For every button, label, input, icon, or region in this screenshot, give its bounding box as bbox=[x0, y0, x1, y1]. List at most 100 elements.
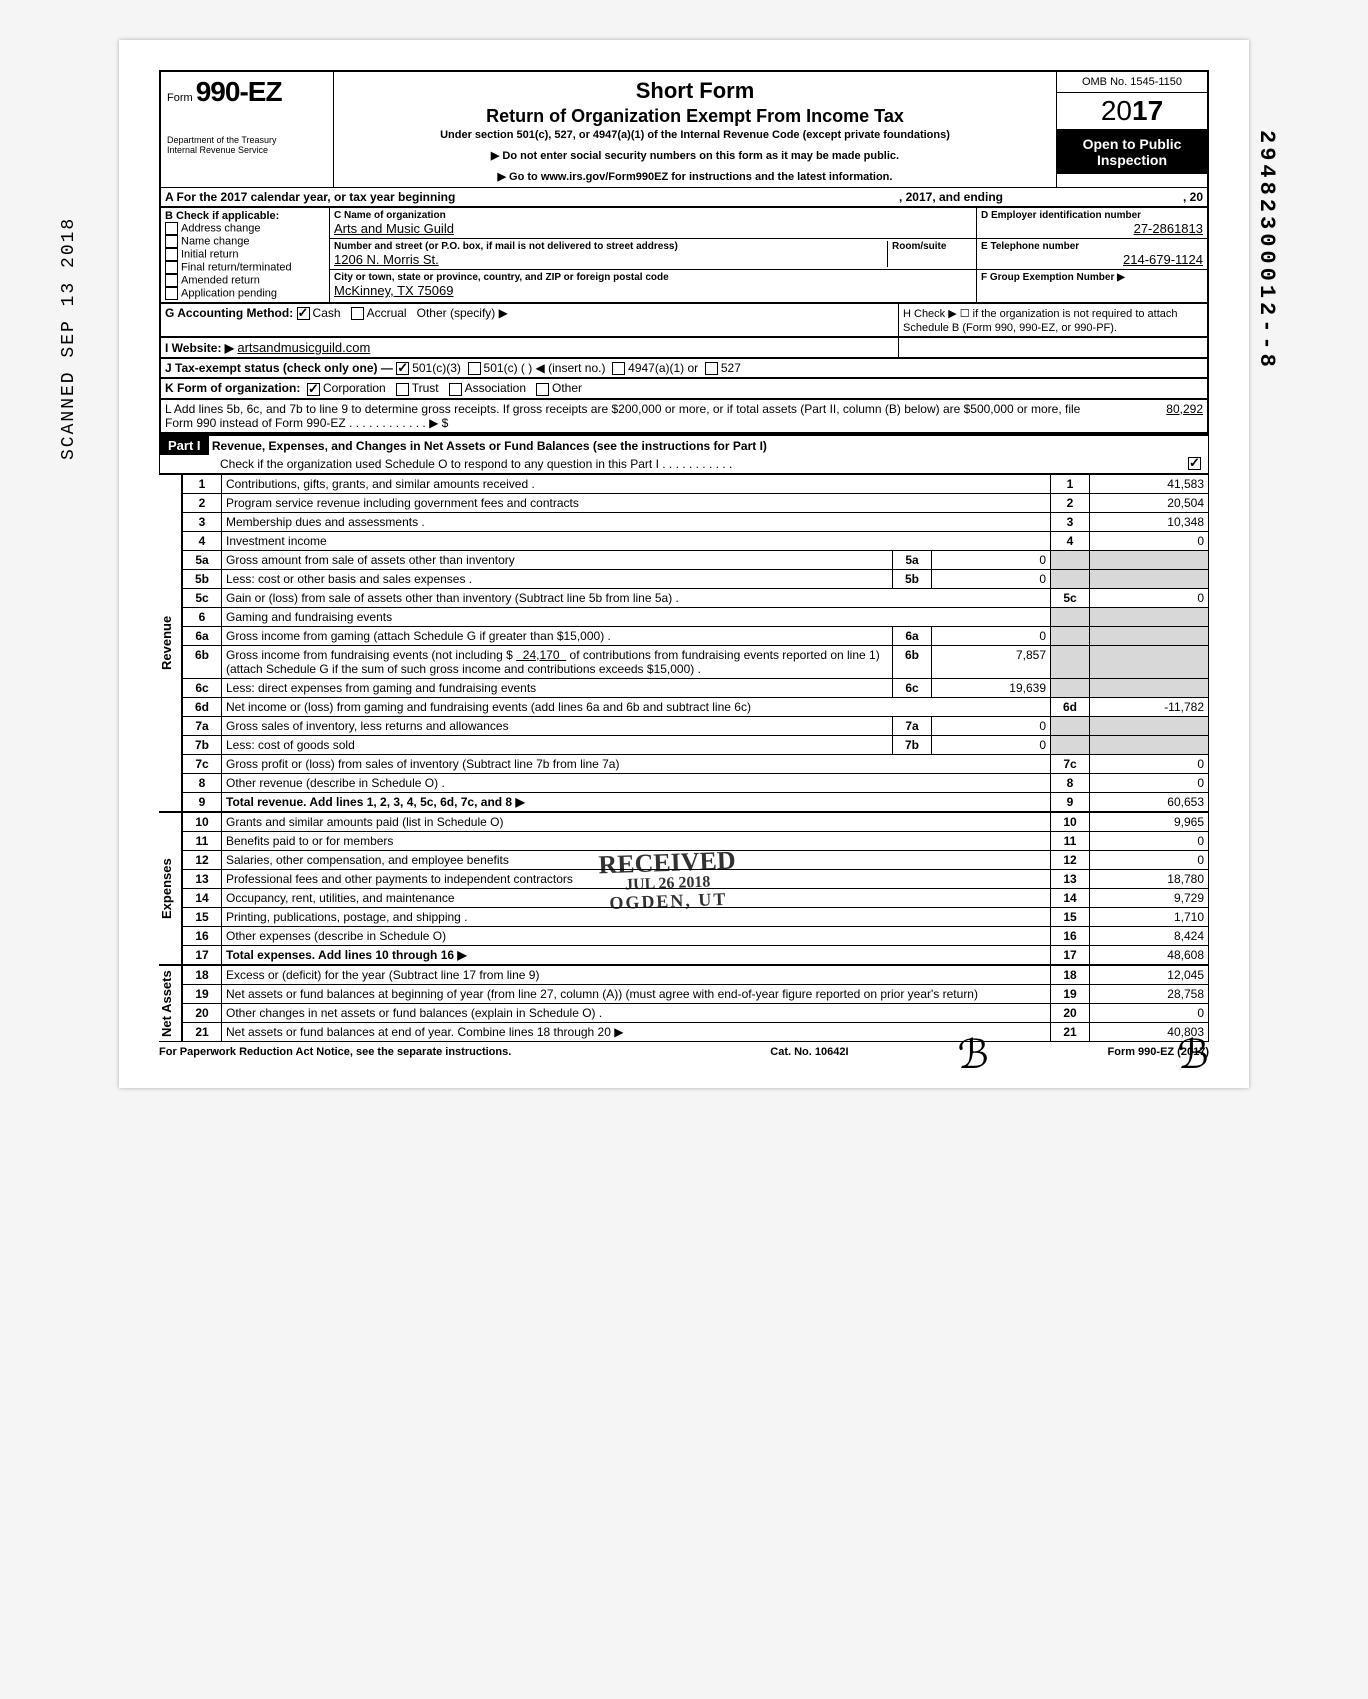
k-corp-checkbox[interactable] bbox=[307, 383, 320, 396]
line-num: 8 bbox=[183, 773, 222, 792]
line-desc: Benefits paid to or for members bbox=[222, 831, 1051, 850]
line-desc: Other revenue (describe in Schedule O) . bbox=[222, 773, 1051, 792]
line-num: 4 bbox=[183, 531, 222, 550]
right-num: 10 bbox=[1051, 812, 1090, 831]
org-name: Arts and Music Guild bbox=[334, 221, 454, 236]
city-label: City or town, state or province, country… bbox=[334, 272, 972, 283]
expenses-side-label: Expenses bbox=[159, 812, 182, 965]
j-501c3-checkbox[interactable] bbox=[396, 362, 409, 375]
line-desc: Net assets or fund balances at beginning… bbox=[222, 984, 1051, 1003]
b-checkbox[interactable] bbox=[165, 274, 178, 287]
line-num: 2 bbox=[183, 493, 222, 512]
right-amt: 0 bbox=[1090, 588, 1209, 607]
inner-num: 7b bbox=[893, 735, 932, 754]
line-18: 18Excess or (deficit) for the year (Subt… bbox=[183, 965, 1209, 984]
cash-checkbox[interactable] bbox=[297, 307, 310, 320]
k-assoc-checkbox[interactable] bbox=[449, 383, 462, 396]
phone: 214-679-1124 bbox=[981, 252, 1203, 267]
street-address: 1206 N. Morris St. bbox=[334, 252, 439, 267]
part1-schedule-o-checkbox[interactable] bbox=[1188, 457, 1201, 470]
received-stamp: RECEIVED JUL 26 2018 OGDEN, UT bbox=[598, 848, 737, 913]
right-num: 8 bbox=[1051, 773, 1090, 792]
right-num bbox=[1051, 716, 1090, 735]
b-checkbox[interactable] bbox=[165, 222, 178, 235]
right-amt: 8,424 bbox=[1090, 926, 1209, 945]
stamp-location: OGDEN, UT bbox=[599, 890, 737, 913]
section-d-label: D Employer identification number bbox=[981, 210, 1203, 221]
inner-amt: 19,639 bbox=[932, 678, 1051, 697]
line-3: 3Membership dues and assessments .310,34… bbox=[183, 512, 1209, 531]
right-num: 4 bbox=[1051, 531, 1090, 550]
b-checkbox[interactable] bbox=[165, 287, 178, 300]
j-527-checkbox[interactable] bbox=[705, 362, 718, 375]
line-6b: 6bGross income from fundraising events (… bbox=[183, 645, 1209, 678]
part1-label: Part I bbox=[160, 436, 209, 455]
j-4947: 4947(a)(1) or bbox=[628, 361, 698, 375]
line-desc: Less: cost or other basis and sales expe… bbox=[222, 569, 893, 588]
city-state-zip: McKinney, TX 75069 bbox=[334, 283, 453, 298]
right-num bbox=[1051, 645, 1090, 678]
k-other-checkbox[interactable] bbox=[536, 383, 549, 396]
form-header: Form 990-EZ Department of the Treasury I… bbox=[159, 70, 1209, 187]
line-num: 7c bbox=[183, 754, 222, 773]
line-desc: Contributions, gifts, grants, and simila… bbox=[222, 474, 1051, 493]
accrual-checkbox[interactable] bbox=[351, 307, 364, 320]
right-amt bbox=[1090, 678, 1209, 697]
line-desc: Gain or (loss) from sale of assets other… bbox=[222, 588, 1051, 607]
form-number: 990-EZ bbox=[196, 76, 282, 107]
line-10: 10Grants and similar amounts paid (list … bbox=[183, 812, 1209, 831]
line-2: 2Program service revenue including gover… bbox=[183, 493, 1209, 512]
j-501c: 501(c) ( ) ◀ (insert no.) bbox=[484, 361, 606, 375]
j-501c-checkbox[interactable] bbox=[468, 362, 481, 375]
right-amt: 48,608 bbox=[1090, 945, 1209, 964]
right-amt: 0 bbox=[1090, 773, 1209, 792]
line-desc: Gross sales of inventory, less returns a… bbox=[222, 716, 893, 735]
k-trust-checkbox[interactable] bbox=[396, 383, 409, 396]
line-7a: 7aGross sales of inventory, less returns… bbox=[183, 716, 1209, 735]
right-num: 13 bbox=[1051, 869, 1090, 888]
line-num: 7a bbox=[183, 716, 222, 735]
line-a-end: , 20 bbox=[1183, 190, 1203, 204]
line-20: 20Other changes in net assets or fund ba… bbox=[183, 1003, 1209, 1022]
right-num: 5c bbox=[1051, 588, 1090, 607]
inner-amt: 0 bbox=[932, 569, 1051, 588]
line-7c: 7cGross profit or (loss) from sales of i… bbox=[183, 754, 1209, 773]
b-item: Amended return bbox=[165, 274, 325, 287]
inner-amt: 0 bbox=[932, 626, 1051, 645]
b-checkbox[interactable] bbox=[165, 261, 178, 274]
part1-check-text: Check if the organization used Schedule … bbox=[220, 457, 732, 471]
right-amt: 12,045 bbox=[1090, 965, 1209, 984]
line-desc: Membership dues and assessments . bbox=[222, 512, 1051, 531]
section-c-label: C Name of organization bbox=[334, 210, 972, 221]
dept-irs: Internal Revenue Service bbox=[167, 146, 327, 156]
line-desc: Program service revenue including govern… bbox=[222, 493, 1051, 512]
section-e-label: E Telephone number bbox=[981, 241, 1203, 252]
line-desc: Total revenue. Add lines 1, 2, 3, 4, 5c,… bbox=[222, 792, 1051, 811]
note-url: ▶ Go to www.irs.gov/Form990EZ for instru… bbox=[342, 170, 1048, 183]
right-amt: 41,583 bbox=[1090, 474, 1209, 493]
right-amt: 28,758 bbox=[1090, 984, 1209, 1003]
b-item: Initial return bbox=[165, 248, 325, 261]
right-num: 15 bbox=[1051, 907, 1090, 926]
right-num: 6d bbox=[1051, 697, 1090, 716]
right-num: 7c bbox=[1051, 754, 1090, 773]
b-checkbox[interactable] bbox=[165, 248, 178, 261]
section-i-label: I Website: ▶ bbox=[165, 341, 234, 355]
omb-number: OMB No. 1545-1150 bbox=[1057, 72, 1207, 93]
right-amt: 10,348 bbox=[1090, 512, 1209, 531]
year-prefix: 20 bbox=[1101, 95, 1132, 126]
b-checkbox[interactable] bbox=[165, 235, 178, 248]
line-num: 7b bbox=[183, 735, 222, 754]
right-num: 14 bbox=[1051, 888, 1090, 907]
doc-code-vertical: 29482300012--8 bbox=[1254, 130, 1279, 371]
j-4947-checkbox[interactable] bbox=[612, 362, 625, 375]
inner-amt: 0 bbox=[932, 735, 1051, 754]
line-num: 21 bbox=[183, 1022, 222, 1041]
g-cash: Cash bbox=[313, 306, 341, 320]
addr-label: Number and street (or P.O. box, if mail … bbox=[334, 241, 887, 252]
line-desc: Gross profit or (loss) from sales of inv… bbox=[222, 754, 1051, 773]
title-short-form: Short Form bbox=[342, 78, 1048, 104]
initials-1: ℬ bbox=[958, 1031, 989, 1078]
k-assoc: Association bbox=[465, 381, 526, 395]
subtitle: Under section 501(c), 527, or 4947(a)(1)… bbox=[342, 129, 1048, 141]
